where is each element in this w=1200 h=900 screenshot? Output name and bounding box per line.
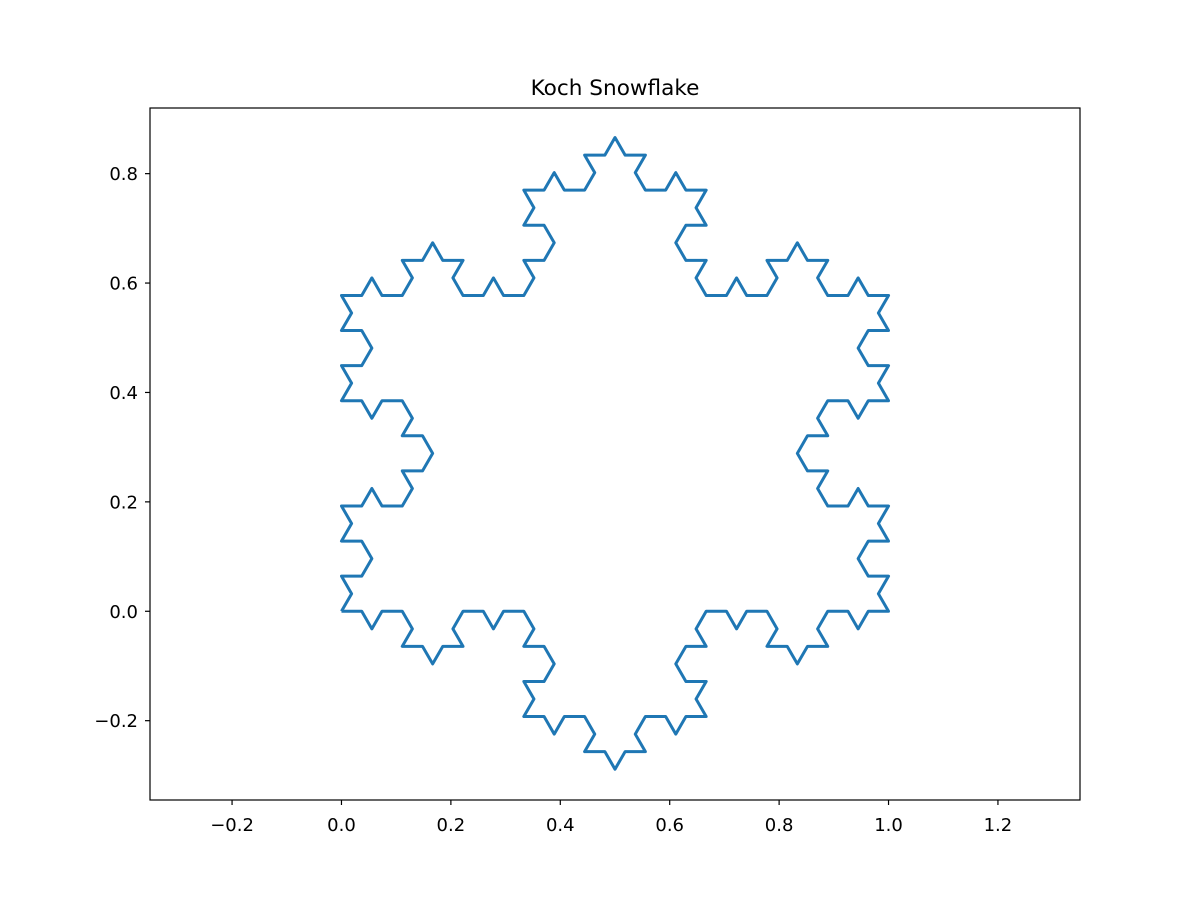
y-tick-label: 0.2 (109, 492, 138, 513)
y-tick-label: 0.8 (109, 164, 138, 185)
series-line-koch-snowflake (339, 136, 891, 771)
y-tick-label: 0.6 (109, 274, 138, 295)
x-tick-label: 0.6 (655, 815, 684, 836)
x-tick-label: 0.4 (546, 815, 575, 836)
x-tick-label: 1.2 (984, 815, 1013, 836)
x-tick-label: 0.2 (437, 815, 466, 836)
x-tick-label: 1.0 (874, 815, 903, 836)
chart-title: Koch Snowflake (531, 76, 700, 101)
y-tick-label: −0.2 (94, 711, 138, 732)
y-tick-label: 0.0 (109, 602, 138, 623)
y-tick-label: 0.4 (109, 383, 138, 404)
x-tick-label: 0.0 (327, 815, 356, 836)
series-layer (339, 136, 891, 771)
axes-layer: −0.2 0.0 0.2 0.4 0.6 0.8 1.0 1.2 −0.2 0.0 0.2 0.4 0.… (94, 107, 1081, 836)
plot-frame (149, 107, 1081, 801)
x-tick-label: −0.2 (210, 815, 254, 836)
x-tick-label: 0.8 (765, 815, 794, 836)
